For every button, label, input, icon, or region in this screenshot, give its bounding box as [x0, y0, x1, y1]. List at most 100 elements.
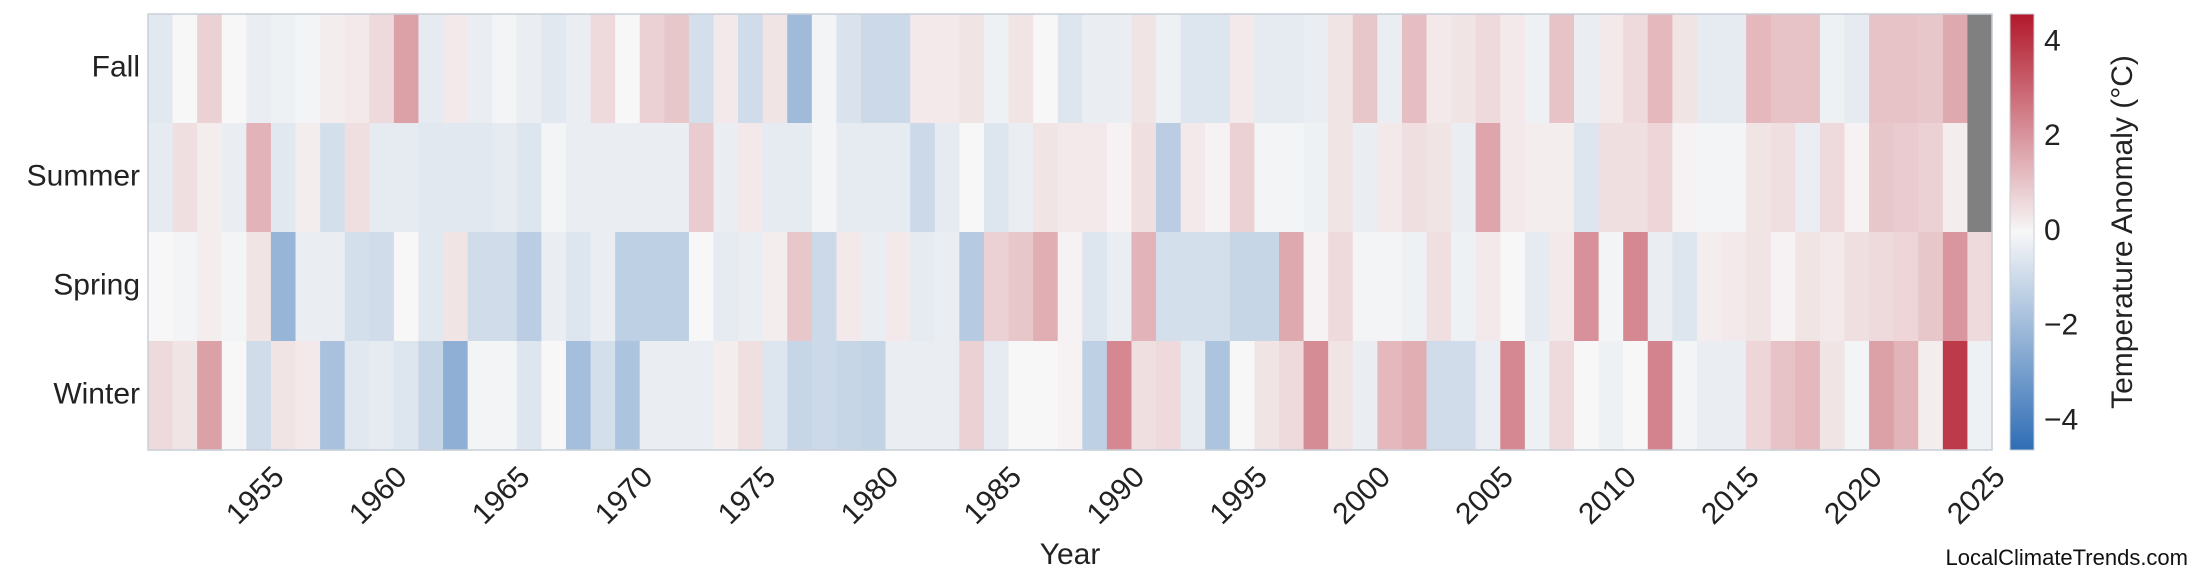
heatmap-cell: [1721, 232, 1747, 342]
heatmap-cell: [1524, 341, 1551, 451]
heatmap-cell: [1008, 341, 1034, 451]
heatmap-cell: [1770, 123, 1796, 233]
year-tick-label: 1995: [1204, 460, 1275, 531]
heatmap-cell: [1524, 14, 1551, 124]
heatmap-cell: [688, 232, 715, 342]
heatmap-cell: [639, 232, 665, 342]
heatmap-cell: [1967, 232, 1993, 342]
heatmap-cell: [1672, 232, 1698, 342]
heatmap-cell: [369, 14, 395, 124]
heatmap-cell: [148, 232, 174, 342]
heatmap-cell: [344, 341, 370, 451]
heatmap-cell: [1696, 14, 1723, 124]
heatmap-cell: [1156, 232, 1182, 342]
heatmap-cell: [1524, 123, 1551, 233]
plot-frame: [147, 13, 1993, 451]
colorbar-tick-label: 4: [2044, 24, 2061, 57]
heatmap-cell: [1844, 232, 1870, 342]
heatmap-cell: [1180, 341, 1206, 451]
heatmap-cell: [959, 232, 985, 342]
heatmap-cell: [1598, 341, 1624, 451]
heatmap-cell: [516, 232, 542, 342]
heatmap-cell: [885, 123, 911, 233]
heatmap-cell: [1918, 14, 1944, 124]
heatmap-cell: [197, 232, 223, 342]
heatmap-cell: [811, 232, 838, 342]
heatmap-cell: [1746, 341, 1772, 451]
heatmap-cell: [1229, 123, 1255, 233]
heatmap-cell: [221, 232, 247, 342]
heatmap-cell: [1746, 14, 1772, 124]
heatmap-cell: [1106, 123, 1133, 233]
heatmap-cell: [1033, 341, 1059, 451]
heatmap-cell: [1106, 14, 1133, 124]
heatmap-cell: [467, 14, 493, 124]
heatmap-cell: [443, 123, 469, 233]
heatmap-cell: [1008, 14, 1034, 124]
heatmap-cell: [738, 123, 764, 233]
heatmap-cell: [615, 232, 641, 342]
heatmap-cell: [1942, 123, 1969, 233]
colorbar-ticks: −4 −2 0 2 4: [2044, 24, 2078, 436]
heatmap-cell: [1131, 341, 1157, 451]
heatmap-cell: [1131, 232, 1157, 342]
heatmap-cell: [1721, 14, 1747, 124]
heatmap-cell: [1574, 14, 1600, 124]
heatmap-cell: [590, 14, 616, 124]
heatmap-cell: [1082, 123, 1108, 233]
heatmap-cell: [172, 341, 198, 451]
heatmap-cell: [836, 14, 862, 124]
heatmap-cell: [934, 341, 960, 451]
heatmap-cell: [320, 341, 346, 451]
heatmap-cell: [1033, 232, 1059, 342]
heatmap-cell: [1574, 341, 1600, 451]
heatmap-cell: [1696, 232, 1723, 342]
heatmap-cell: [910, 14, 936, 124]
heatmap-cell: [1475, 14, 1501, 124]
heatmap-cell: [492, 341, 518, 451]
heatmap-cell: [1967, 341, 1993, 451]
heatmap-cell: [1254, 14, 1280, 124]
heatmap-cell: [1180, 232, 1206, 342]
heatmap-cell: [1549, 341, 1575, 451]
heatmap-cell: [393, 123, 420, 233]
heatmap-cell: [1328, 123, 1354, 233]
heatmap-cell: [1869, 341, 1895, 451]
heatmap-cell: [1696, 123, 1723, 233]
heatmap-cell: [1401, 123, 1428, 233]
heatmap-cell: [172, 123, 198, 233]
heatmap-cell: [1352, 232, 1378, 342]
heatmap-cell: [1156, 14, 1182, 124]
heatmap-cell: [172, 14, 198, 124]
heatmap-cell: [295, 14, 321, 124]
heatmap-cell: [861, 341, 887, 451]
heatmap-cell: [1524, 232, 1551, 342]
heatmap-cell: [1328, 14, 1354, 124]
heatmap-cell: [1205, 232, 1231, 342]
heatmap-cell: [221, 341, 247, 451]
heatmap-cell: [934, 123, 960, 233]
heatmap-cell: [1401, 341, 1428, 451]
heatmap-cell: [295, 232, 321, 342]
heatmap-cell: [344, 123, 370, 233]
heatmap-cell: [615, 341, 641, 451]
heatmap-cell: [148, 123, 174, 233]
heatmap-cell: [541, 232, 567, 342]
heatmap-cell: [516, 14, 542, 124]
heatmap-cell: [885, 14, 911, 124]
heatmap-cell: [590, 232, 616, 342]
heatmap-cell: [1942, 232, 1969, 342]
heatmap-cell: [1254, 341, 1280, 451]
heatmap-cell: [1008, 232, 1034, 342]
heatmap-cell: [1426, 232, 1452, 342]
heatmap-cell: [713, 123, 739, 233]
season-label: Spring: [53, 268, 140, 301]
heatmap-cell: [811, 123, 838, 233]
heatmap-cell: [197, 123, 223, 233]
heatmap-cell: [320, 123, 346, 233]
heatmap-cell: [344, 232, 370, 342]
heatmap-cell: [1328, 232, 1354, 342]
heatmap-cell: [320, 232, 346, 342]
year-tick-label: 2010: [1572, 460, 1643, 531]
